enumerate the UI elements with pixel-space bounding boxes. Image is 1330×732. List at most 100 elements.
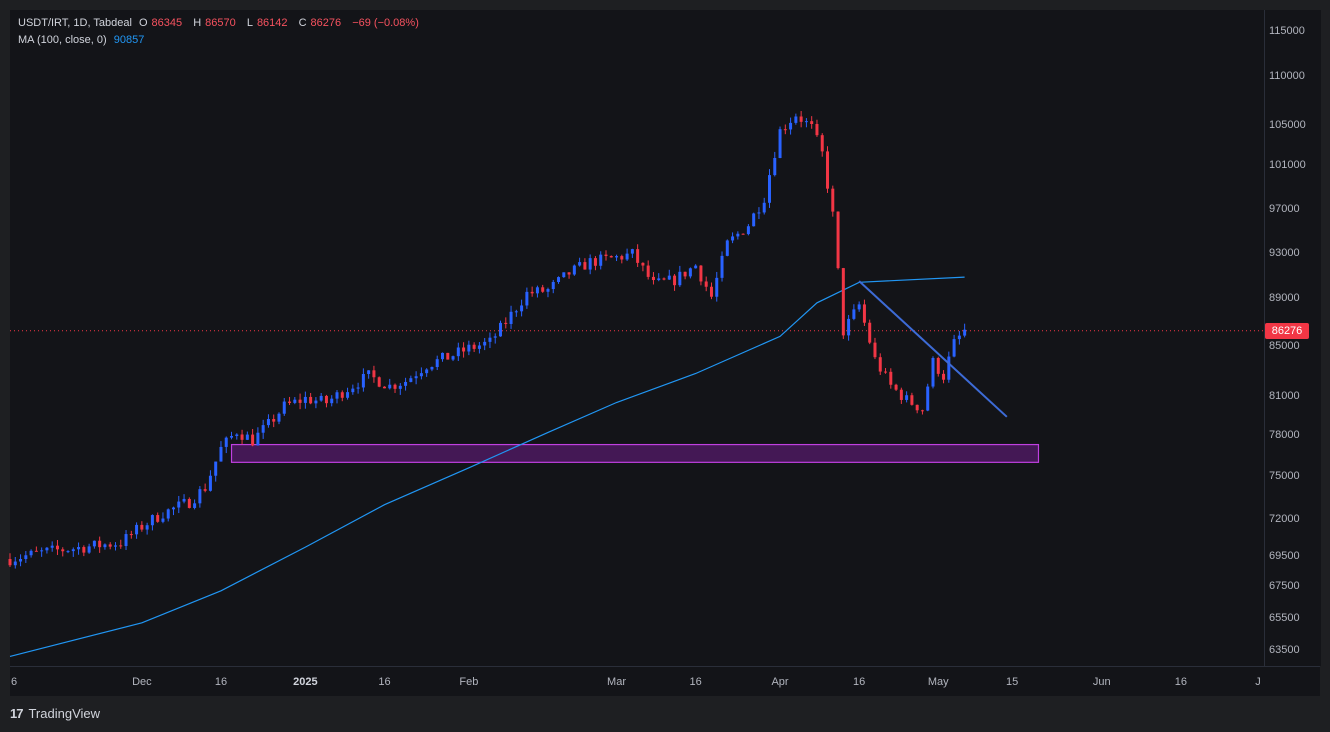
candle-body [288, 401, 292, 403]
candle-body [404, 381, 408, 386]
candle-body [414, 376, 418, 379]
symbol-legend[interactable]: USDT/IRT, 1D, Tabdeal O 86345 H 86570 L 861… [18, 17, 423, 29]
plot-area[interactable] [10, 10, 1264, 666]
y-tick-label: 81000 [1269, 390, 1300, 402]
x-tick-label: Apr [771, 676, 789, 688]
candle-body [841, 268, 845, 336]
candle-body [24, 555, 28, 559]
x-tick-label: J [1255, 676, 1261, 688]
candle-body [599, 254, 603, 266]
close-value: 86276 [310, 17, 342, 29]
y-tick-label: 78000 [1269, 429, 1300, 441]
y-tick-label: 67500 [1269, 580, 1300, 592]
candle-body [98, 540, 102, 548]
candle-body [694, 265, 698, 269]
x-tick-label: Feb [459, 676, 479, 688]
candle-body [29, 550, 33, 556]
candle-body [926, 386, 930, 411]
x-tick-label: 6 [10, 676, 18, 688]
candle-body [551, 281, 555, 290]
candle-body [936, 357, 940, 374]
x-tick-label: Jun [1092, 676, 1111, 688]
candle-body [182, 498, 186, 502]
candle-body [240, 434, 244, 440]
candle-body [709, 286, 713, 297]
candle-body [583, 262, 587, 270]
candle-body [609, 256, 613, 258]
candle-body [13, 561, 17, 566]
candle-body [372, 370, 376, 378]
candle-body [789, 122, 793, 130]
candle-body [393, 384, 397, 389]
candle-body [688, 268, 692, 277]
ma-legend[interactable]: MA (100, close, 0) 90857 [18, 34, 148, 46]
candle-body [367, 370, 371, 374]
candle-body [736, 233, 740, 237]
candle-body [156, 515, 160, 522]
tradingview-logo[interactable]: 17 TradingView [10, 706, 100, 721]
y-tick-label: 110000 [1269, 70, 1305, 82]
candle-body [836, 211, 840, 269]
candle-body [293, 399, 297, 403]
candle-body [831, 188, 835, 212]
time-axis[interactable] [10, 666, 1320, 697]
candle-body [388, 384, 392, 389]
ma-value: 90857 [113, 34, 145, 46]
y-tick-label: 85000 [1269, 340, 1300, 352]
candle-body [330, 398, 334, 404]
candle-body [641, 262, 645, 266]
candle-body [715, 277, 719, 297]
tradingview-logo-icon: 17 [10, 706, 24, 721]
candle-body [704, 281, 708, 287]
y-tick-label: 93000 [1269, 247, 1300, 259]
candle-body [810, 121, 814, 125]
y-tick-label: 69500 [1269, 550, 1300, 562]
candle-body [546, 289, 550, 292]
candle-body [224, 437, 228, 447]
candle-body [129, 534, 133, 536]
candle-body [230, 435, 234, 438]
candle-body [483, 341, 487, 346]
candle-body [593, 258, 597, 266]
candle-body [899, 389, 903, 400]
candle-body [356, 387, 360, 389]
candle-body [34, 550, 38, 552]
x-tick-label: 2025 [293, 676, 318, 688]
y-tick-label: 65500 [1269, 612, 1300, 624]
candle-body [219, 446, 223, 462]
candle-body [124, 534, 128, 547]
candle-body [346, 392, 350, 398]
candle-body [135, 524, 139, 535]
x-tick-label: 15 [1005, 676, 1019, 688]
trend-line [858, 280, 1008, 418]
candle-body [235, 434, 239, 436]
candle-body [351, 388, 355, 393]
candle-body [578, 262, 582, 266]
candle-body [45, 547, 49, 551]
candle-body [820, 135, 824, 152]
candle-body [604, 254, 608, 257]
candle-body [309, 396, 313, 404]
x-tick-label: Mar [607, 676, 627, 688]
candle-body [562, 272, 566, 278]
candle-body [493, 336, 497, 338]
candle-body [530, 291, 534, 294]
candle-body [335, 392, 339, 399]
candle-body [847, 318, 851, 336]
change-value: −69 (−0.08%) [352, 17, 419, 29]
candle-body [504, 322, 508, 324]
candle-body [678, 271, 682, 286]
candle-body [266, 419, 270, 426]
candle-body [87, 546, 91, 553]
candle-body [172, 507, 176, 510]
footer-bar [0, 696, 1330, 732]
candle-body [857, 304, 861, 310]
candle-body [920, 410, 924, 412]
candle-body [651, 276, 655, 281]
high-label: H [193, 17, 202, 29]
candle-body [878, 357, 882, 372]
candle-body [889, 371, 893, 385]
low-label: L [246, 17, 253, 29]
